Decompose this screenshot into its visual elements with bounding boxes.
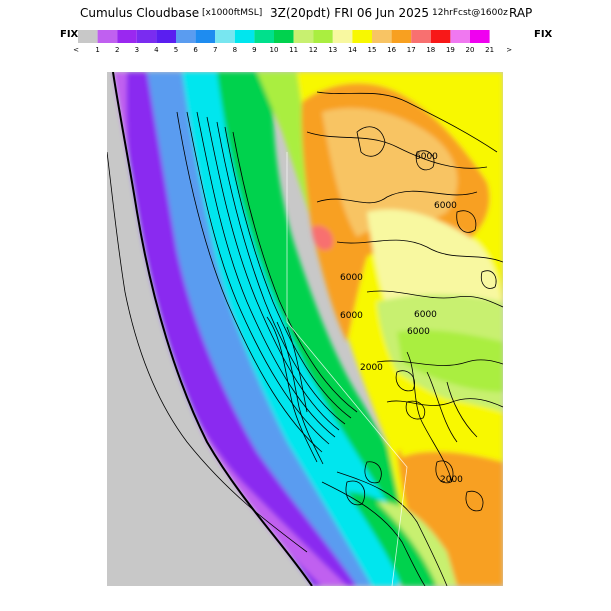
units-text: [x1000ftMSL]: [202, 8, 263, 18]
legend-swatch: [411, 30, 431, 43]
legend-tick-label: 20: [466, 46, 475, 54]
legend-swatch: [195, 30, 216, 43]
legend-swatch: [78, 30, 98, 43]
legend-tick-label: 21: [485, 46, 494, 54]
contour-label: 6000: [434, 201, 457, 211]
legend-swatch: [352, 30, 372, 43]
state-border: [286, 152, 408, 586]
title-text: Cumulus Cloudbase: [80, 6, 200, 20]
region-yellow-south: [392, 397, 503, 462]
legend-swatch: [97, 30, 118, 43]
legend-swatch: [215, 30, 235, 43]
legend-swatch: [176, 30, 196, 43]
contour-label: 2000: [440, 475, 463, 485]
legend-swatch: [156, 30, 176, 43]
legend-left-label: FIX: [60, 29, 79, 40]
band-green: [217, 72, 422, 542]
legend-right-label: FIX: [534, 29, 553, 40]
legend-swatch: [470, 30, 490, 43]
ocean-bottom: [107, 72, 312, 586]
contour-label: 6000: [414, 310, 437, 320]
legend-tick-label: 15: [368, 46, 377, 54]
legend-tick-label: 4: [154, 46, 159, 54]
legend-tick-label: 7: [213, 46, 217, 54]
model-text: RAP: [509, 6, 533, 20]
legend-swatch: [254, 30, 274, 43]
legend-tick-label: 18: [426, 46, 435, 54]
band-purple: [113, 72, 377, 586]
region-pink: [312, 225, 333, 251]
region-socal-green: [347, 492, 437, 586]
legend-swatch: [274, 30, 294, 43]
region-socal-yellowgreen: [377, 502, 457, 586]
forecast-text: 12hrFcst@1600z: [432, 8, 508, 18]
legend-tick-label: 9: [252, 46, 256, 54]
contour-label: 2000: [360, 363, 383, 373]
legend-tick-label: 10: [270, 46, 279, 54]
legend-tick-label: <: [73, 46, 79, 54]
legend-tick-label: 16: [387, 46, 396, 54]
legend-tick-label: 14: [348, 46, 357, 54]
legend-swatch: [372, 30, 392, 43]
contour-label: 6000: [415, 152, 438, 162]
legend-swatch: [313, 30, 333, 43]
coastline: [112, 72, 313, 586]
legend-tick-label: 6: [193, 46, 198, 54]
legend-tick-label: 13: [328, 46, 337, 54]
legend-tick-label: 8: [233, 46, 237, 54]
legend-tick-label: 17: [407, 46, 416, 54]
valid-time-text: 3Z(20pdt) FRI 06 Jun 2025: [270, 6, 430, 20]
contour-label: 6000: [340, 273, 363, 283]
legend-tick-label: 19: [446, 46, 455, 54]
legend-tick-label: 5: [174, 46, 178, 54]
legend-tick-label: >: [506, 46, 512, 54]
legend-tick-label: 11: [289, 46, 298, 54]
contour-lines: [107, 91, 503, 586]
contour-label: 6000: [407, 327, 430, 337]
chart-title: Cumulus Cloudbase [x1000ftMSL] 3Z(20pdt)…: [0, 6, 611, 22]
legend-tick-label: 3: [135, 46, 139, 54]
contour-label: 6000: [340, 311, 363, 321]
legend-swatch: [450, 30, 470, 43]
legend-swatch: [136, 30, 157, 43]
contour-label-group: 6000 6000 6000 6000 6000 6000 2000 2000: [340, 152, 463, 485]
cloudbase-map: 6000 6000 6000 6000 6000 6000 2000 2000: [107, 72, 503, 586]
legend-tick-label: 12: [309, 46, 318, 54]
legend-swatch: [391, 30, 412, 43]
region-greeneast2: [397, 330, 503, 392]
legend-tick-label: 2: [115, 46, 119, 54]
legend-swatch: [234, 30, 255, 43]
legend-swatch: [430, 30, 451, 43]
region-lightorange: [322, 108, 458, 237]
legend-swatch: [332, 30, 353, 43]
legend-tick-label: 1: [95, 46, 99, 54]
color-legend: <1 2 3 4 5 6 7 8 9 10 11 12 13 14 15 16 17 18 19 20 21 >: [73, 30, 512, 54]
legend-swatch: [117, 30, 137, 43]
legend-swatch: [293, 30, 314, 43]
